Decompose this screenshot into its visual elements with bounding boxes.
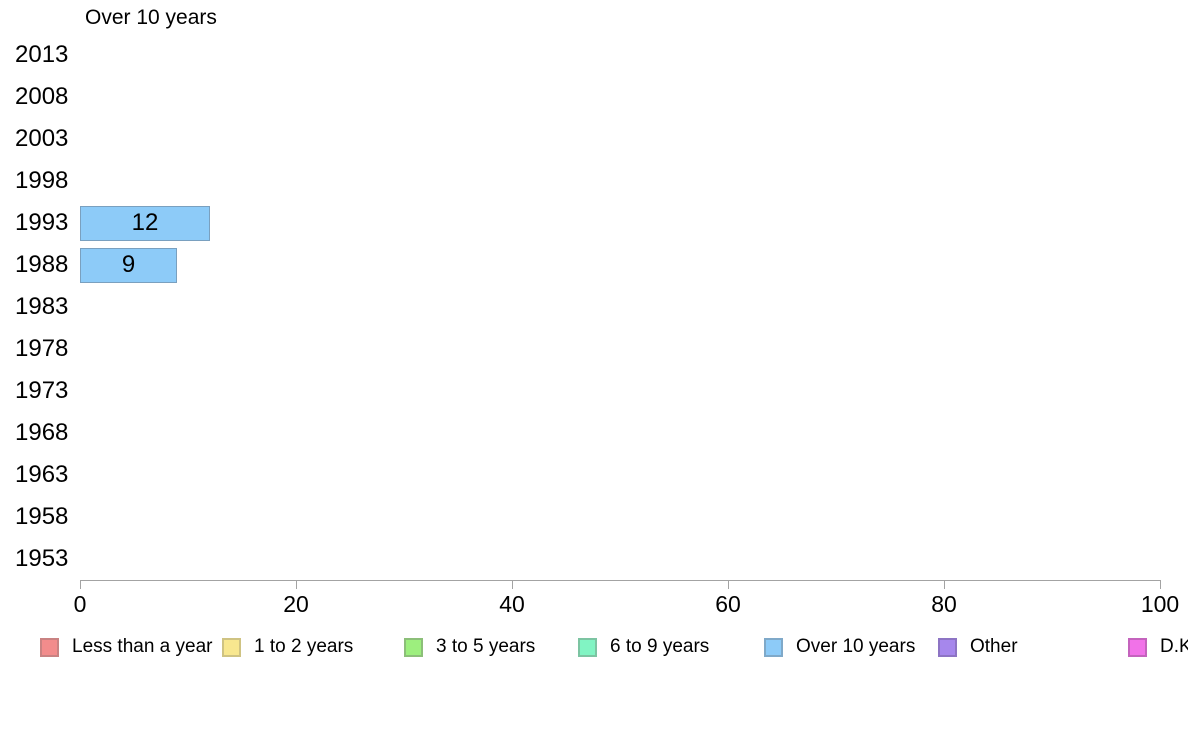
bar-value-label: 9 <box>121 251 136 278</box>
y-axis-label: 1988 <box>15 251 69 278</box>
chart-row: 1983 <box>0 286 1188 328</box>
chart-row: 2008 <box>0 76 1188 118</box>
legend-item-less-than-a-year: Less than a year <box>40 636 212 658</box>
y-axis-label: 2008 <box>15 83 69 110</box>
x-tick-mark <box>512 580 513 589</box>
x-tick-label: 40 <box>499 591 525 617</box>
x-tick-mark <box>80 580 81 589</box>
legend-item-1-to-2-years: 1 to 2 years <box>222 636 353 658</box>
legend-swatch-icon <box>40 637 59 657</box>
x-axis-line <box>80 580 1161 581</box>
legend-swatch-icon <box>938 637 957 657</box>
chart-row: 1973 <box>0 370 1188 412</box>
legend-label: D.K. <box>1160 636 1188 657</box>
legend-swatch-icon <box>404 637 423 657</box>
legend-item-over-10-years: Over 10 years <box>764 636 915 658</box>
chart-title: Over 10 years <box>85 6 217 29</box>
legend-label: Over 10 years <box>796 636 916 657</box>
legend-label: 6 to 9 years <box>610 636 710 657</box>
x-tick-label: 20 <box>283 591 309 617</box>
legend-label: 3 to 5 years <box>436 636 536 657</box>
x-tick-mark <box>728 580 729 589</box>
x-tick-mark <box>1160 580 1161 589</box>
y-axis-label: 1968 <box>15 419 69 446</box>
y-axis-label: 2003 <box>15 125 69 152</box>
legend-label: Less than a year <box>72 636 213 657</box>
chart-row: 1963 <box>0 454 1188 496</box>
chart-row: 1998 <box>0 160 1188 202</box>
legend-swatch-icon <box>222 637 241 657</box>
chart-row: 2003 <box>0 118 1188 160</box>
legend-swatch-icon <box>1128 637 1147 657</box>
y-axis-label: 1953 <box>15 545 69 572</box>
x-tick-mark <box>944 580 945 589</box>
chart-row: 1953 <box>0 538 1188 580</box>
y-axis-label: 2013 <box>15 41 69 68</box>
chart-row: 1988 <box>0 244 1188 286</box>
bar-value-label: 12 <box>131 209 159 236</box>
bar-1988: 9 <box>80 247 177 283</box>
y-axis-label: 1993 <box>15 209 69 236</box>
y-axis-label: 1963 <box>15 461 69 488</box>
x-tick-mark <box>296 580 297 589</box>
chart-row: 1978 <box>0 328 1188 370</box>
y-axis-label: 1978 <box>15 335 69 362</box>
legend-item-6-to-9-years: 6 to 9 years <box>578 636 709 658</box>
legend-swatch-icon <box>764 637 783 657</box>
x-tick-label: 100 <box>1140 591 1180 617</box>
y-axis-label: 1983 <box>15 293 69 320</box>
x-tick-label: 60 <box>715 591 741 617</box>
legend-item-d-k: D.K. <box>1128 636 1188 658</box>
legend-item-other: Other <box>938 636 1018 658</box>
chart-row: 2013 <box>0 34 1188 76</box>
chart-row: 1958 <box>0 496 1188 538</box>
y-axis-labels: 2013 2008 2003 1998 1993 1988 1983 1978 … <box>0 34 1188 580</box>
legend-label: 1 to 2 years <box>254 636 354 657</box>
bar-1993: 12 <box>80 205 210 241</box>
y-axis-label: 1998 <box>15 167 69 194</box>
y-axis-label: 1973 <box>15 377 69 404</box>
x-tick-label: 0 <box>73 591 87 617</box>
chart-row: 1968 <box>0 412 1188 454</box>
legend-label: Other <box>970 636 1018 657</box>
x-tick-label: 80 <box>931 591 957 617</box>
legend-swatch-icon <box>578 637 597 657</box>
chart-row: 1993 <box>0 202 1188 244</box>
y-axis-label: 1958 <box>15 503 69 530</box>
legend-item-3-to-5-years: 3 to 5 years <box>404 636 535 658</box>
